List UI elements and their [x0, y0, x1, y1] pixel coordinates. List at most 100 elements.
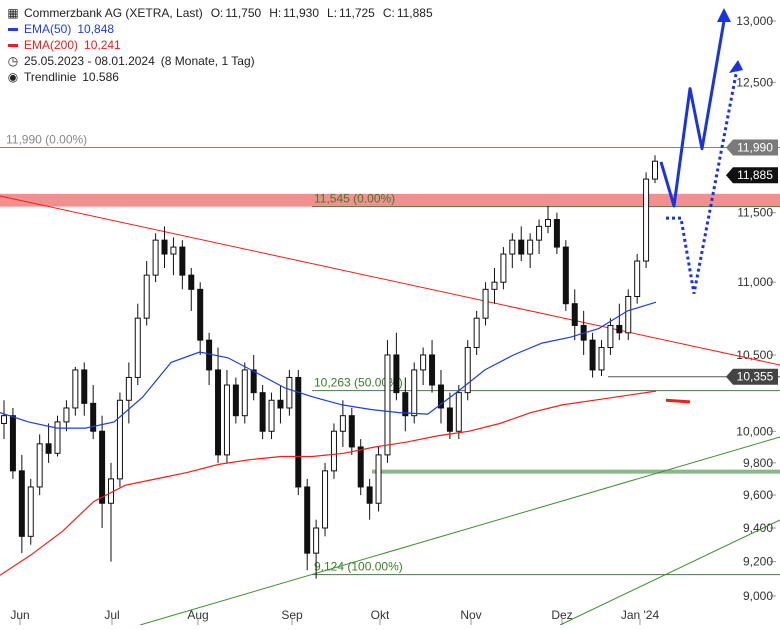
candle-body-69 [616, 324, 623, 334]
candle-body-42 [375, 454, 382, 504]
ema200-projection [665, 398, 691, 404]
candles-group [1, 155, 658, 579]
candle-body-38 [339, 415, 346, 432]
trend-channel-lower [139, 436, 780, 626]
legend-trendline-value: 10.586 [82, 70, 119, 84]
y-tick-label-7: 11,000 [737, 275, 773, 289]
candle-body-26 [232, 384, 239, 417]
candle-body-43 [384, 354, 391, 456]
candle-body-48 [429, 354, 436, 386]
candle-body-66 [589, 339, 596, 371]
candle-body-19 [170, 246, 177, 255]
bar-chart-icon: ▦ [7, 6, 19, 20]
candle-body-0 [1, 415, 7, 424]
candle-body-53 [473, 317, 480, 349]
x-tick-label-0: Jun [10, 608, 29, 622]
forecast-dotted-path [666, 63, 740, 294]
price-badge-2 [726, 368, 778, 385]
forecast-solid-arrowhead [717, 8, 731, 22]
y-tick-label-10: 13,000 [736, 14, 773, 28]
candle-body-39 [348, 415, 355, 448]
fib-label-2: 10,263 (50.00%) [314, 376, 403, 390]
chart-title: Commerzbank AG (XETRA, Last) [24, 6, 203, 20]
forecast-dotted-arrowhead [729, 60, 743, 73]
ohlc-low: 11,725 [339, 6, 375, 20]
clock-icon: ◷ [7, 54, 19, 68]
candle-body-71 [634, 260, 641, 297]
y-tick-label-1: 9,200 [743, 555, 773, 569]
y-tick-label-0: 9,000 [743, 589, 773, 603]
candle-body-16 [143, 274, 150, 319]
x-tick-label-6: Dez [551, 608, 572, 622]
chart-legend: ▦ Commerzbank AG (XETRA, Last) O: 11,750… [6, 5, 433, 85]
price-badge-1 [726, 167, 778, 184]
y-tick-label-8: 11,500 [737, 206, 773, 220]
x-tick-label-3: Sep [281, 608, 303, 622]
x-tick-label-7: Jan '24 [621, 608, 660, 622]
candle-body-61 [544, 219, 551, 227]
price-badge-label-0: 11,990 [737, 140, 773, 154]
candle-body-32 [286, 376, 293, 409]
ohlc-open: 11,750 [225, 6, 262, 20]
candle-body-14 [125, 376, 132, 401]
legend-title-row: ▦ Commerzbank AG (XETRA, Last) O: 11,750… [6, 5, 432, 21]
legend-trendline: ◉ Trendlinie 10.586 [6, 69, 433, 85]
x-tick-label-2: Aug [187, 608, 208, 622]
candle-body-41 [366, 486, 373, 504]
candle-body-33 [295, 376, 302, 488]
legend-ema200-label: EMA(200) [24, 38, 79, 52]
y-tick-label-2: 9,400 [743, 521, 773, 535]
candle-body-3 [27, 486, 34, 537]
legend-ema50-label: EMA(50) [24, 22, 72, 36]
candle-body-59 [527, 239, 534, 255]
price-badge-label-1: 11,885 [737, 168, 773, 182]
candle-body-27 [241, 369, 248, 417]
legend-ema50-value: 10,848 [77, 22, 115, 36]
y-tick-label-5: 10,000 [736, 424, 773, 438]
blue-line-icon [8, 28, 18, 32]
candle-body-13 [116, 399, 123, 480]
candle-body-73 [652, 160, 658, 180]
candle-body-47 [420, 354, 427, 371]
candle-body-64 [571, 303, 578, 326]
legend-ema50: EMA(50) 10,848 [6, 21, 433, 37]
candle-body-40 [357, 446, 364, 488]
candle-body-22 [197, 288, 204, 341]
candle-body-21 [188, 274, 195, 290]
candle-body-72 [643, 178, 650, 262]
candle-body-30 [268, 399, 275, 432]
ohlc-high-label: H: [269, 6, 282, 20]
candle-body-5 [45, 443, 52, 454]
ema50-line [0, 301, 657, 429]
candle-body-8 [72, 369, 79, 409]
ohlc-high: 11,930 [283, 6, 320, 20]
x-tick-label-5: Nov [460, 608, 481, 622]
candle-body-23 [206, 339, 213, 371]
candle-body-25 [223, 384, 230, 456]
y-tick-label-4: 9,800 [743, 456, 773, 470]
candle-body-63 [562, 246, 569, 305]
x-tick-label-1: Jul [104, 608, 119, 622]
candle-body-57 [509, 239, 516, 255]
legend-ema200-value: 10,241 [84, 38, 121, 52]
candle-body-55 [491, 281, 498, 290]
candle-body-44 [393, 354, 400, 394]
candle-body-29 [259, 392, 266, 432]
candle-body-51 [455, 392, 462, 432]
resistance-zone [0, 193, 780, 207]
candle-body-11 [99, 430, 106, 504]
candle-body-24 [215, 369, 222, 456]
candle-body-45 [402, 392, 409, 417]
y-tick-label-9: 12,500 [736, 75, 773, 89]
candle-body-2 [18, 470, 25, 537]
price-badge-0 [726, 139, 778, 156]
trend-channel-lower-2 [559, 519, 780, 626]
ohlc-low-label: L: [327, 6, 338, 20]
candle-body-67 [598, 347, 605, 371]
x-tick-label-4: Okt [371, 608, 390, 622]
candle-body-20 [179, 246, 186, 276]
candle-body-9 [81, 369, 88, 404]
candle-body-50 [446, 407, 453, 432]
